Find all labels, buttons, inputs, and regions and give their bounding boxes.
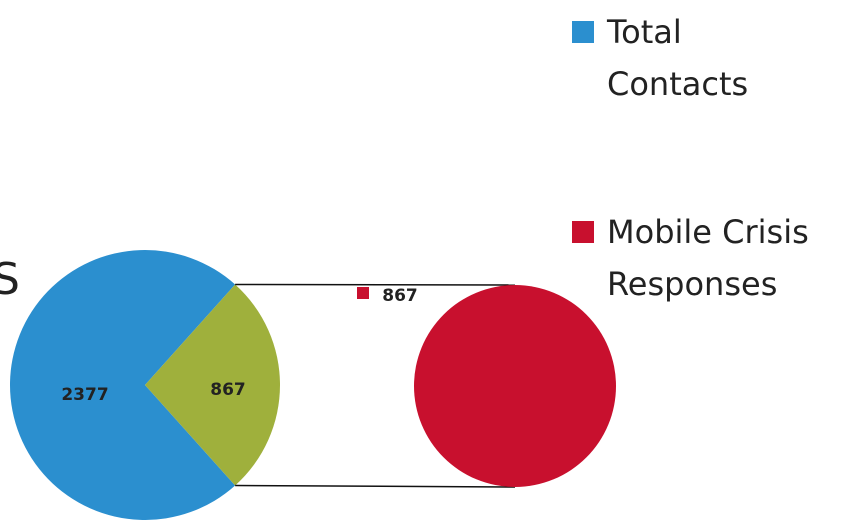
data-label: 867 xyxy=(210,380,246,400)
legend: Total Contacts Mobile Crisis Responses xyxy=(572,6,852,310)
legend-label: Total Contacts xyxy=(607,13,749,103)
legend-label: Mobile Crisis Responses xyxy=(607,213,809,303)
pie-slice xyxy=(145,284,280,486)
data-label: 2377 xyxy=(61,385,108,405)
cropped-title: S xyxy=(0,254,20,305)
legend-item: Mobile Crisis Responses xyxy=(572,206,847,310)
connector-line xyxy=(235,484,516,488)
legend-item: Total Contacts xyxy=(572,6,787,206)
secondary-pie-slice xyxy=(414,285,616,487)
pie-slice xyxy=(9,250,236,520)
data-label: 867 xyxy=(382,286,418,306)
legend-swatch xyxy=(572,221,594,243)
label-marker xyxy=(357,287,369,299)
legend-swatch xyxy=(572,21,594,43)
